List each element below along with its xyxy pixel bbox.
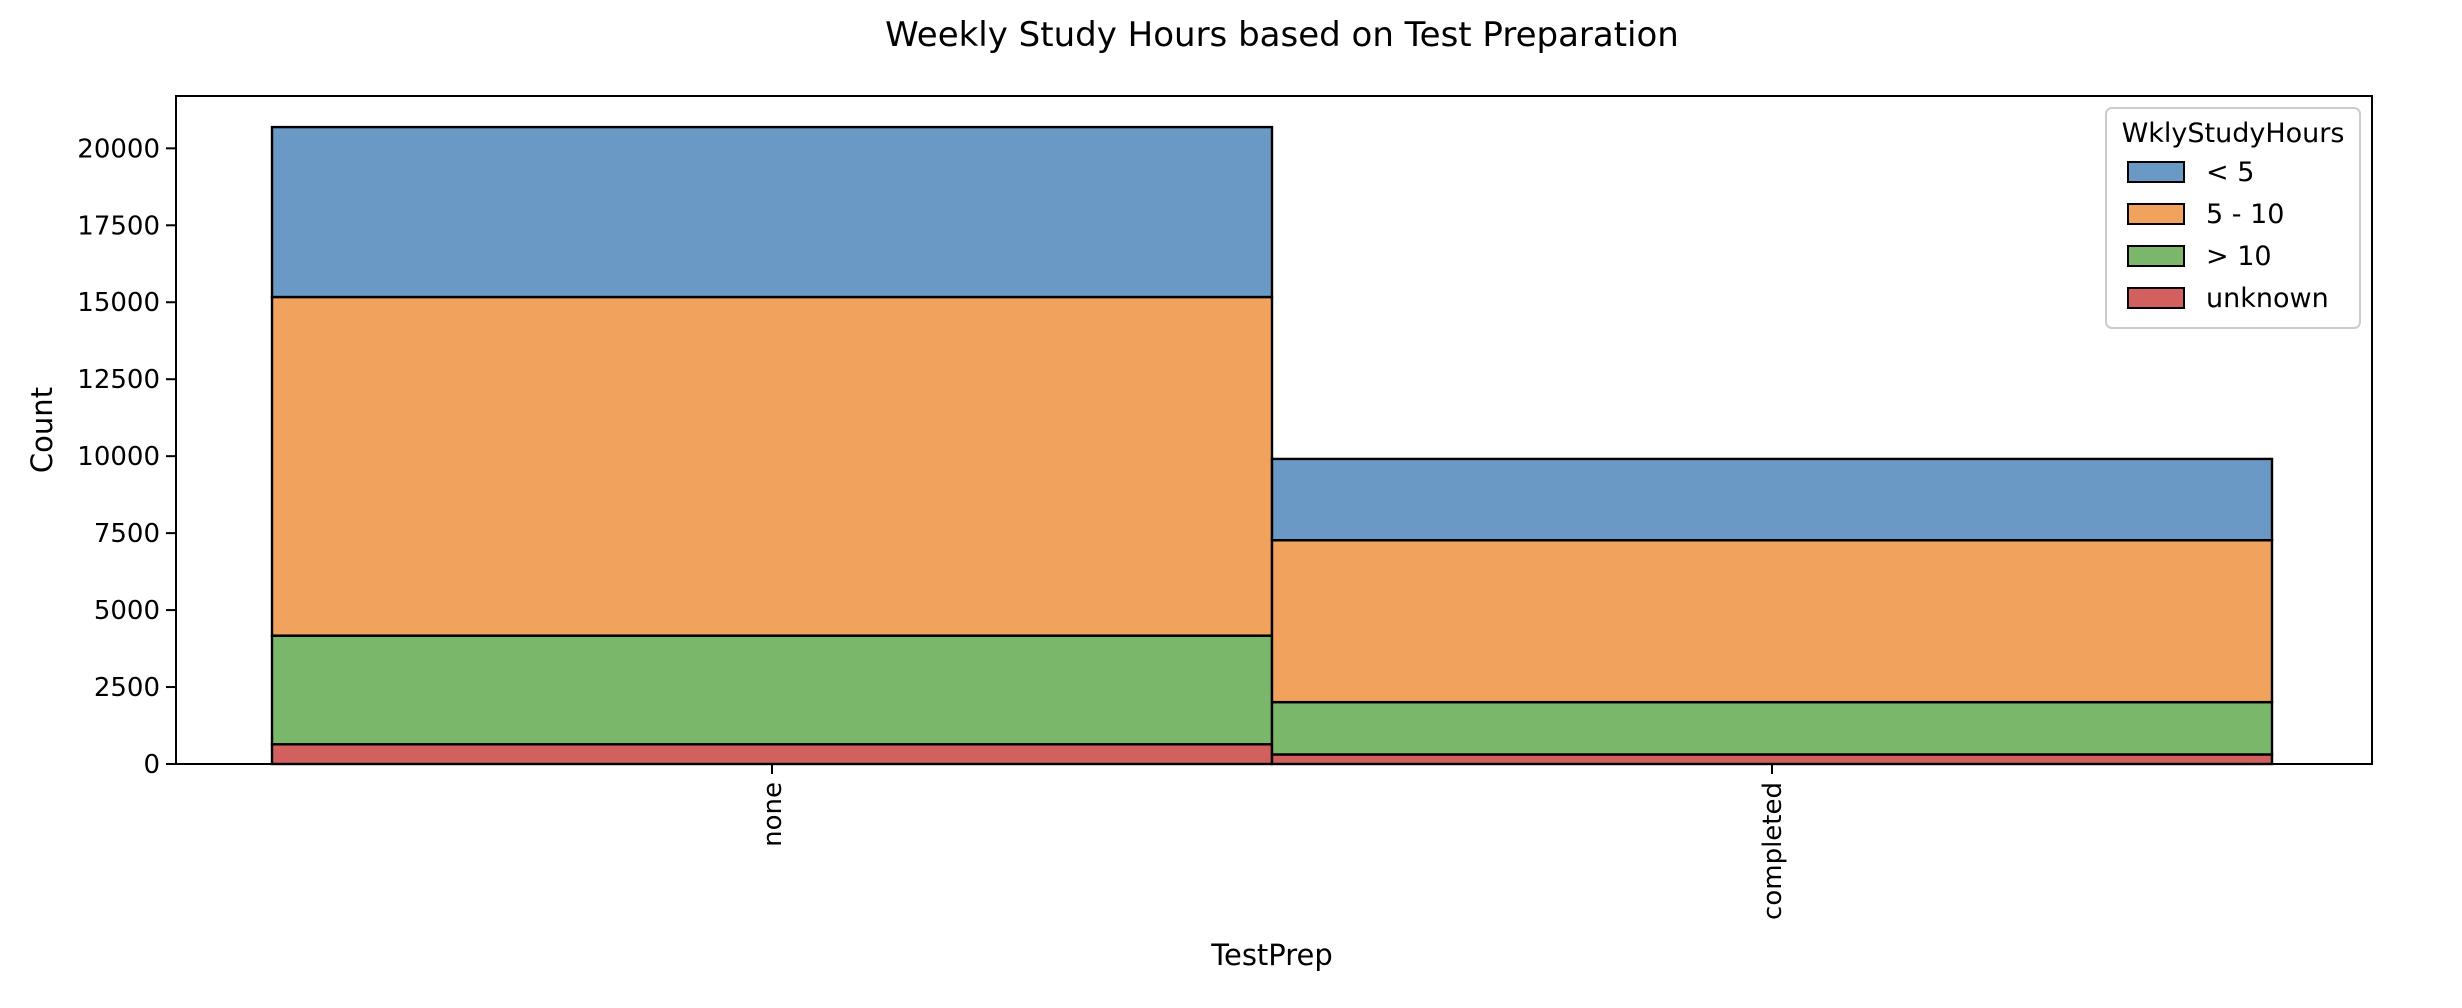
x-axis: none completed <box>758 764 1788 920</box>
legend-swatch <box>2127 245 2185 267</box>
y-tick-label: 12500 <box>77 365 160 395</box>
bar-completed--10 <box>1270 700 2274 756</box>
x-axis-label: TestPrep <box>1210 938 1333 972</box>
y-tick-label: 15000 <box>77 288 160 318</box>
bars-group <box>270 125 2274 766</box>
plot-frame <box>175 95 2373 765</box>
legend-label: > 10 <box>2206 241 2272 272</box>
x-tick-label-completed: completed <box>1758 782 1788 920</box>
y-tick-label: 20000 <box>77 134 160 164</box>
legend-swatch <box>2127 161 2185 183</box>
legend-items: < 5 5 - 10 > 10 unknown <box>2127 157 2329 314</box>
y-tick-label: 5000 <box>94 596 160 626</box>
bar-completed-unknown <box>1270 753 2274 766</box>
y-tick-label: 0 <box>143 750 160 780</box>
legend-label: 5 - 10 <box>2206 199 2284 230</box>
y-tick-label: 2500 <box>94 673 160 703</box>
legend-label: < 5 <box>2206 157 2254 188</box>
legend: WklyStudyHours < 5 5 - 10 > 10 unknown <box>2105 107 2361 329</box>
chart-title: Weekly Study Hours based on Test Prepara… <box>885 15 1679 55</box>
y-axis-label: Count <box>25 387 59 473</box>
legend-swatch <box>2127 287 2185 309</box>
x-tick-label-none: none <box>758 782 788 847</box>
y-tick-label: 10000 <box>77 442 160 472</box>
y-tick-label: 7500 <box>94 519 160 549</box>
bar-completed--5 <box>1270 457 2274 542</box>
legend-title: WklyStudyHours <box>2122 118 2345 149</box>
bar-none-5-10 <box>270 295 1274 637</box>
bar-completed-5-10 <box>1270 539 2274 704</box>
y-axis: 0 2500 5000 7500 10000 12500 15000 17500 20000 <box>77 134 176 780</box>
bar-none--5 <box>270 125 1274 299</box>
bar-none--10 <box>270 634 1274 746</box>
legend-swatch <box>2127 203 2185 225</box>
bar-none-unknown <box>270 743 1274 766</box>
legend-label: unknown <box>2206 283 2329 314</box>
y-tick-label: 17500 <box>77 211 160 241</box>
